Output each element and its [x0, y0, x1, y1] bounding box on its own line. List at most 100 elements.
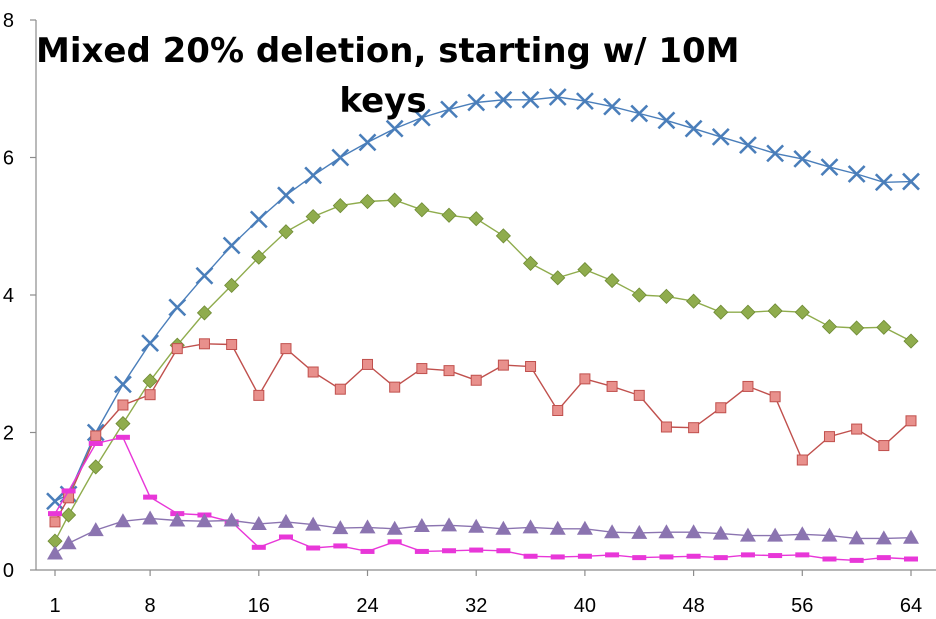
- data-point: [306, 545, 321, 551]
- data-point: [577, 261, 593, 278]
- data-point: [144, 389, 156, 401]
- data-point: [469, 547, 484, 553]
- chart-title-line-2: keys: [339, 81, 426, 121]
- data-point: [280, 343, 292, 355]
- data-point: [277, 513, 294, 528]
- data-point: [198, 338, 210, 350]
- data-point: [550, 270, 566, 286]
- data-point: [223, 512, 240, 527]
- series: [46, 88, 920, 563]
- data-point: [332, 198, 348, 214]
- data-point: [249, 210, 268, 229]
- data-point: [387, 192, 403, 208]
- data-point: [470, 374, 482, 386]
- data-point: [660, 421, 672, 433]
- data-point: [495, 228, 511, 244]
- data-point: [874, 173, 893, 192]
- data-point: [902, 172, 920, 191]
- data-point: [604, 524, 621, 539]
- data-point: [685, 524, 702, 539]
- data-point: [876, 319, 892, 335]
- x-tick-label: 1: [49, 595, 60, 617]
- series-group: [48, 434, 918, 563]
- data-point: [630, 104, 649, 123]
- data-point: [658, 288, 674, 304]
- data-point: [552, 405, 564, 416]
- data-point: [389, 381, 401, 393]
- data-point: [47, 545, 63, 560]
- data-point: [739, 527, 756, 542]
- data-point: [713, 555, 728, 561]
- data-point: [768, 553, 783, 559]
- data-point: [712, 525, 729, 540]
- series-group: [46, 88, 920, 511]
- data-point: [61, 488, 76, 494]
- data-point: [90, 430, 102, 442]
- data-point: [114, 375, 132, 394]
- data-point: [849, 557, 864, 563]
- series-group: [47, 192, 919, 549]
- x-tick-label: 8: [145, 595, 156, 617]
- data-point: [633, 389, 645, 401]
- x-tick-label: 48: [682, 595, 704, 617]
- data-point: [115, 434, 130, 440]
- data-point: [359, 519, 376, 534]
- data-point: [224, 277, 240, 293]
- data-point: [412, 108, 431, 127]
- data-point: [222, 236, 241, 255]
- y-tick-label: 8: [3, 10, 14, 32]
- data-point: [467, 93, 486, 112]
- series-line: [54, 343, 912, 523]
- data-point: [441, 207, 457, 223]
- data-point: [742, 380, 754, 392]
- data-point: [577, 553, 592, 559]
- data-point: [114, 513, 131, 528]
- data-point: [794, 304, 810, 320]
- data-point: [142, 510, 159, 525]
- y-axis-ticks: 0 2 4 6 8: [3, 10, 36, 582]
- data-point: [143, 494, 158, 500]
- data-point: [387, 539, 402, 545]
- data-point: [523, 553, 538, 559]
- data-point: [141, 334, 160, 353]
- data-point: [657, 111, 676, 130]
- data-point: [821, 319, 838, 335]
- data-point: [362, 358, 374, 370]
- data-point: [468, 211, 484, 227]
- data-point: [305, 516, 322, 531]
- data-point: [169, 512, 186, 527]
- y-tick-label: 0: [3, 560, 14, 582]
- data-point: [442, 548, 457, 554]
- data-point: [795, 552, 810, 558]
- data-point: [715, 402, 727, 414]
- data-point: [686, 293, 702, 309]
- data-point: [277, 186, 295, 205]
- data-point: [903, 529, 919, 544]
- axes: [35, 20, 936, 571]
- data-point: [688, 422, 700, 434]
- data-point: [793, 149, 812, 168]
- data-point: [522, 519, 539, 534]
- data-point: [549, 520, 566, 535]
- data-point: [769, 391, 781, 403]
- data-point: [548, 88, 567, 106]
- data-point: [604, 272, 620, 289]
- data-point: [739, 136, 757, 155]
- data-point: [525, 361, 537, 372]
- data-point: [766, 144, 785, 163]
- data-point: [49, 516, 61, 528]
- data-point: [796, 454, 808, 466]
- data-point: [305, 209, 321, 225]
- series-line: [54, 436, 912, 562]
- data-point: [87, 522, 104, 537]
- data-point: [550, 554, 565, 560]
- data-point: [522, 255, 539, 271]
- data-point: [117, 399, 129, 411]
- data-point: [88, 459, 104, 475]
- data-point: [740, 304, 756, 320]
- data-point: [848, 530, 865, 545]
- data-point: [307, 366, 319, 378]
- data-point: [494, 90, 513, 109]
- data-point: [333, 543, 348, 549]
- data-point: [847, 165, 866, 183]
